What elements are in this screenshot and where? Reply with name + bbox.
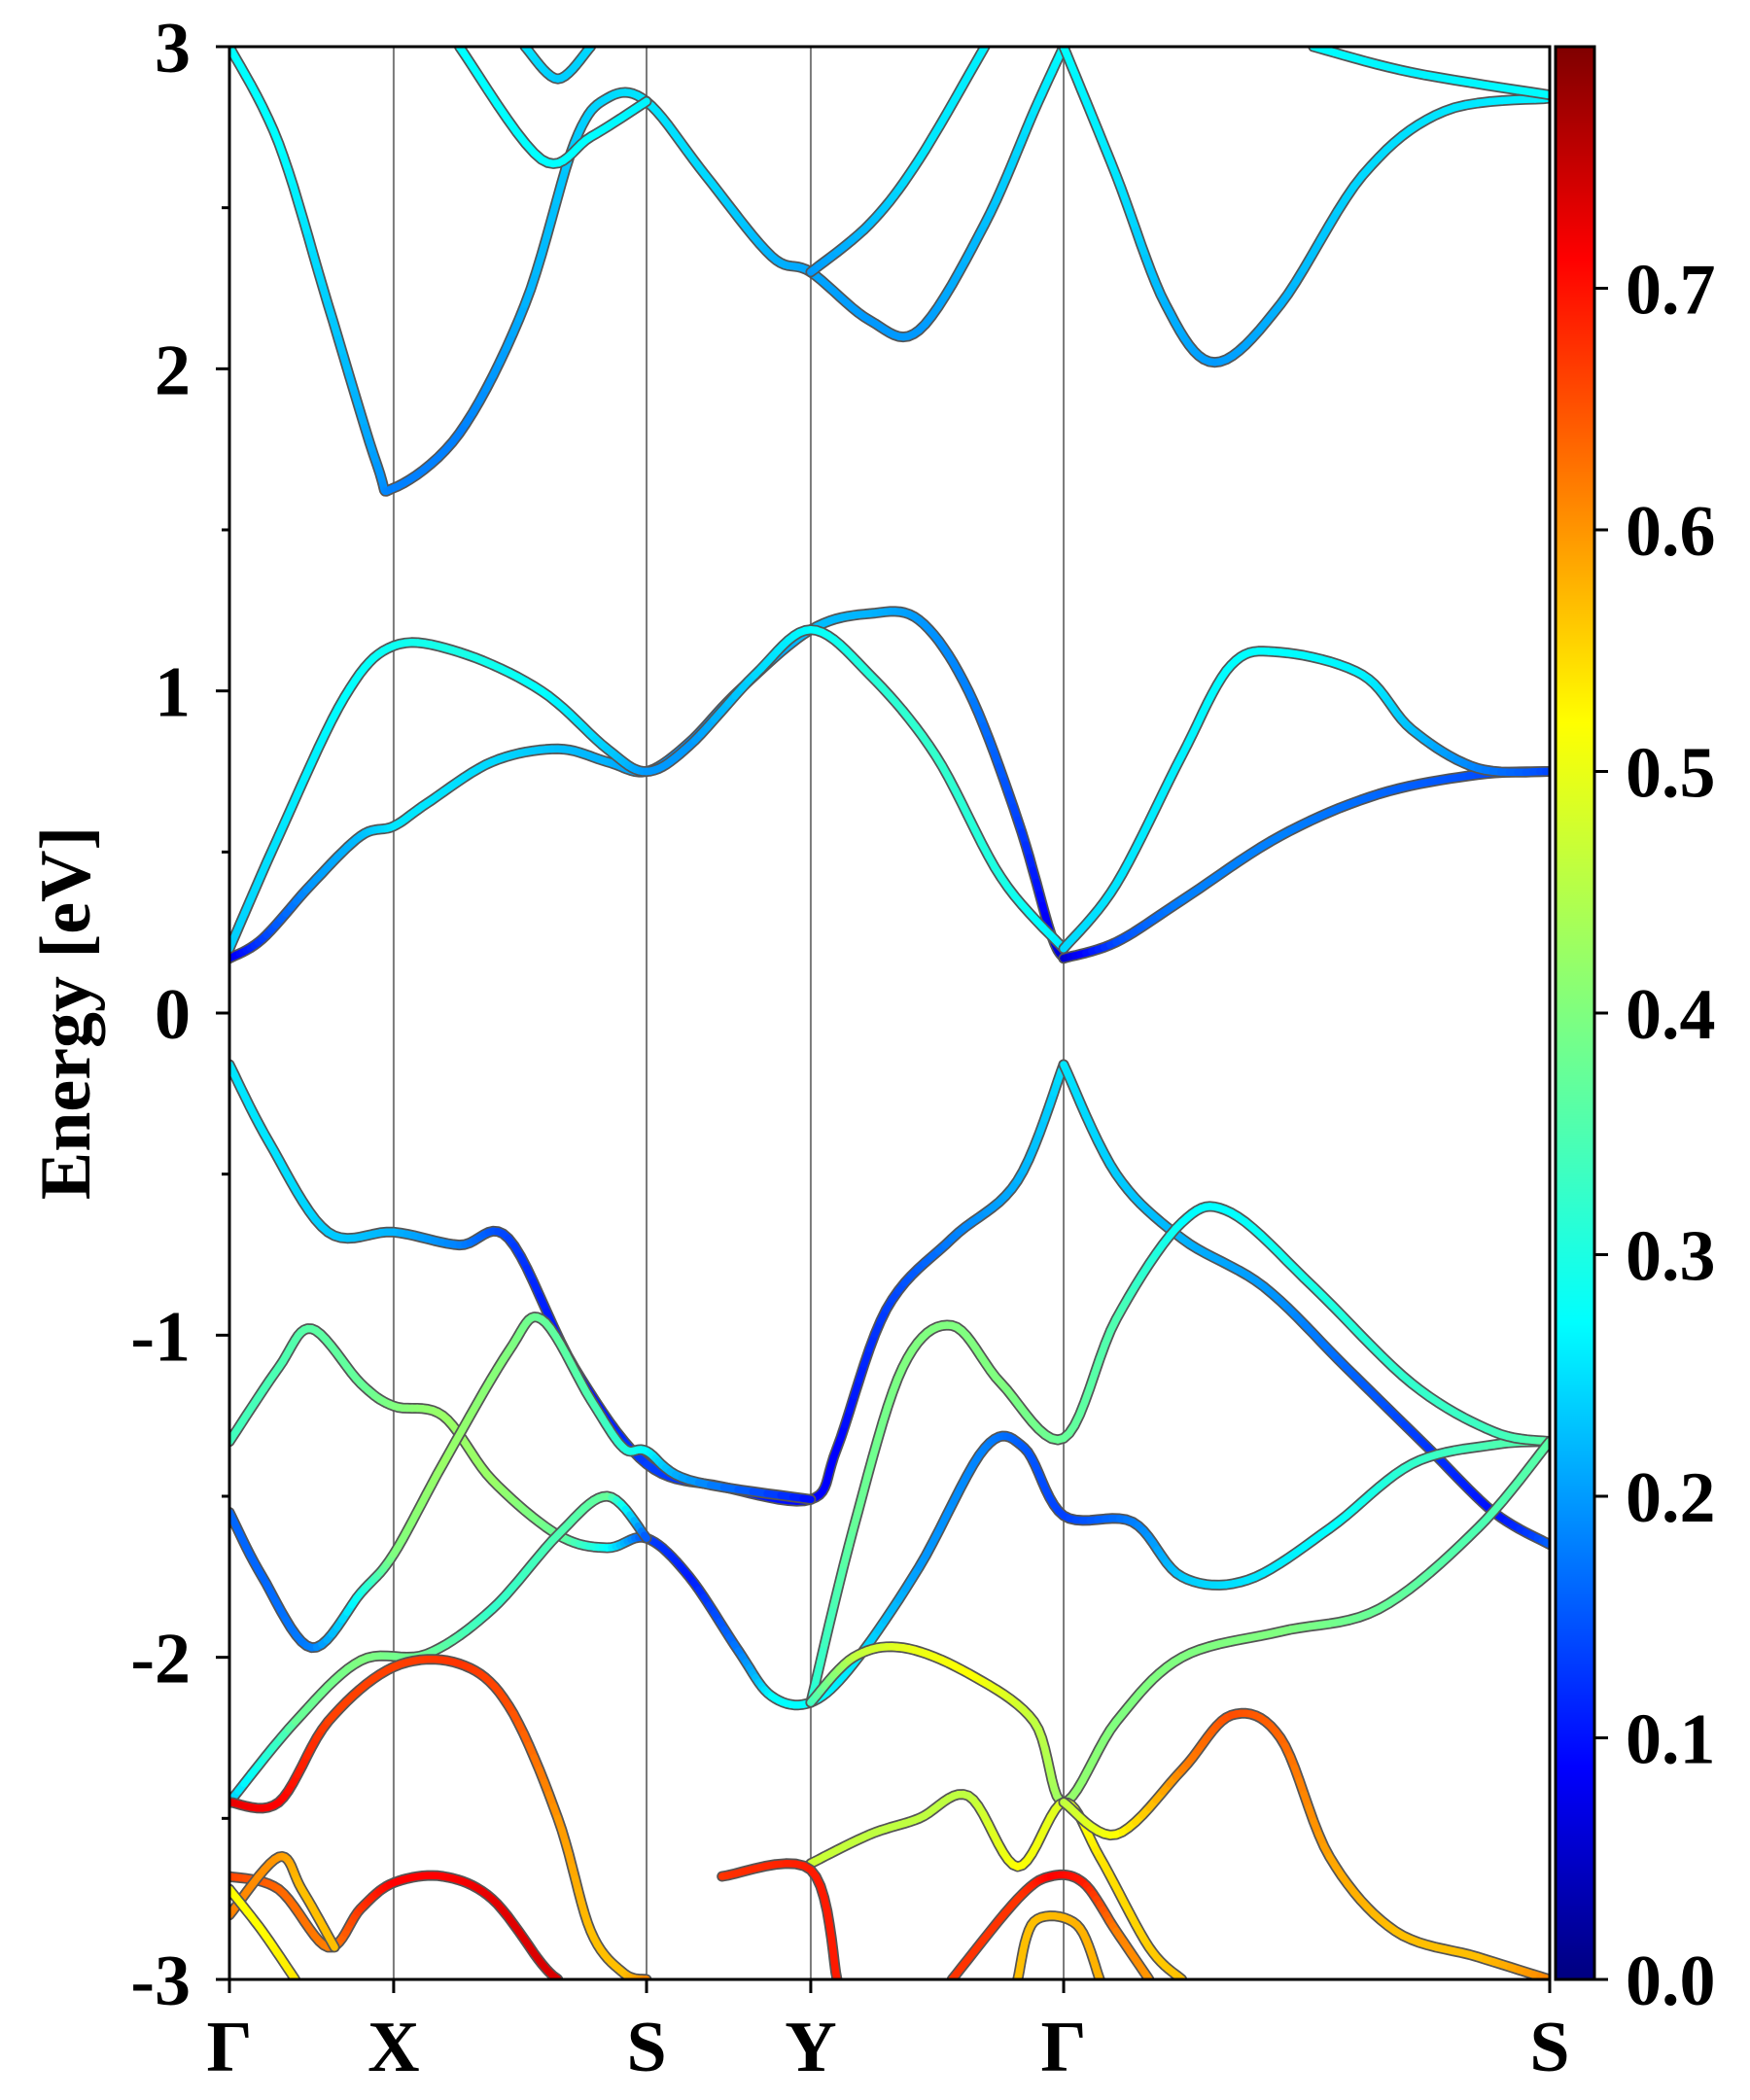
band-17: [229, 1883, 301, 1979]
y-tick-label: 0: [155, 975, 191, 1055]
colorbar: [1554, 45, 1596, 1981]
band-19: [946, 1869, 1155, 1979]
kpoint-label: S: [1529, 2008, 1569, 2087]
band-23: [519, 47, 597, 85]
colorbar-ticks: 0.0 0.1 0.2 0.3 0.4 0.5 0.6 0.7: [1594, 251, 1716, 2021]
band-18: [717, 1858, 843, 1979]
band-21: [229, 47, 1069, 497]
band-outline: [454, 47, 652, 169]
band-outline: [1058, 1707, 1550, 1979]
y-tick-label: 1: [155, 653, 191, 733]
band-20: [1012, 1910, 1105, 1979]
band-outline: [229, 1312, 817, 1654]
band-11: [805, 1436, 1550, 1808]
kpoint-label: Y: [785, 2008, 836, 2087]
band-7: [229, 1323, 1550, 1711]
band-6: [1058, 1059, 1550, 1551]
band-outline: [1058, 646, 1550, 955]
band-outline: [805, 1436, 1550, 1808]
y-tick-label: -1: [130, 1297, 191, 1377]
band-9: [229, 1490, 652, 1808]
y-axis-ticks: -3 -2 -1 0 1 2 3: [130, 9, 229, 2021]
band-segment: [799, 1494, 815, 1504]
y-axis-label: Energy [eV]: [26, 826, 106, 1200]
colorbar-tick-label: 0.3: [1626, 1217, 1716, 1297]
band-outline: [1058, 1059, 1550, 1551]
band-outline: [229, 1654, 652, 1979]
band-lines: [229, 47, 1550, 1979]
band-3: [1058, 766, 1550, 964]
band-10: [805, 1201, 1550, 1708]
y-tick-label: -3: [130, 1942, 191, 2021]
colorbar-tick-label: 0.1: [1626, 1700, 1716, 1780]
band-26: [1308, 47, 1550, 101]
colorbar-tick-label: 0.5: [1626, 734, 1716, 814]
band-4: [1058, 646, 1550, 955]
y-tick-label: 3: [155, 9, 191, 88]
kpoint-label: X: [368, 2008, 419, 2087]
colorbar-tick-label: 0.6: [1626, 492, 1716, 572]
colorbar-tick-label: 0.4: [1626, 975, 1716, 1055]
band-segment: [639, 97, 650, 108]
band-2: [229, 624, 1069, 955]
band-segment: [640, 1531, 650, 1542]
kpoint-label: S: [626, 2008, 666, 2087]
band-16: [229, 1851, 340, 1953]
band-outline: [805, 47, 991, 278]
y-tick-label: 2: [155, 331, 191, 410]
band-25: [1058, 47, 1550, 368]
band-12: [229, 1654, 652, 1979]
band-22: [454, 47, 652, 169]
kpoint-label: Γ: [1040, 2008, 1086, 2087]
band-8: [229, 1312, 817, 1654]
band-24: [805, 47, 991, 278]
band-outline: [1058, 47, 1550, 368]
kpoint-label: Γ: [206, 2008, 252, 2087]
band-segment: [329, 1940, 338, 1951]
band-14: [1058, 1707, 1550, 1979]
colorbar-tick-label: 0.7: [1626, 251, 1716, 331]
y-tick-label: -2: [130, 1620, 191, 1699]
colorbar-tick-label: 0.2: [1626, 1458, 1716, 1538]
colorbar-tick-label: 0.0: [1626, 1942, 1716, 2021]
